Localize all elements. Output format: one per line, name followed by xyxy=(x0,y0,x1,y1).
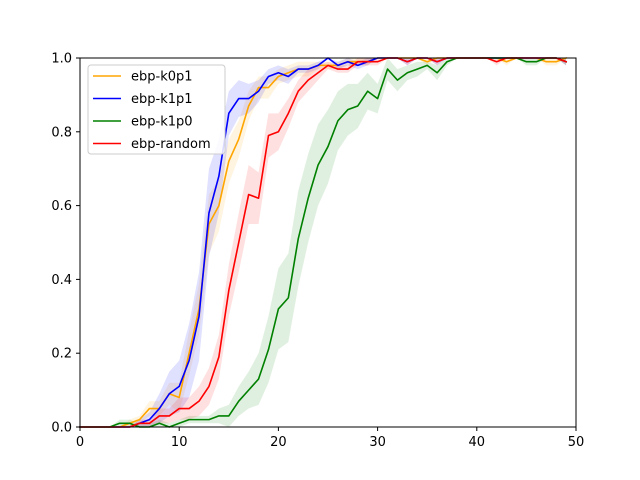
legend-label-ebp-k1p1: ebp-k1p1 xyxy=(131,92,193,107)
legend-box xyxy=(87,64,226,155)
x-tick-label: 10 xyxy=(171,435,188,450)
y-tick-label: 0.0 xyxy=(51,421,72,436)
x-tick-label: 20 xyxy=(270,435,287,450)
y-tick-label: 0.8 xyxy=(51,125,72,140)
y-tick-label: 0.2 xyxy=(51,347,72,362)
confidence-bands xyxy=(80,58,567,427)
y-tick-label: 0.6 xyxy=(51,199,72,214)
plot-frame xyxy=(79,57,577,428)
legend-label-ebp-k1p0: ebp-k1p0 xyxy=(131,115,193,130)
x-axis: 0 10 20 30 40 50 xyxy=(76,427,584,450)
y-tick-label: 0.4 xyxy=(51,273,72,288)
y-tick-label: 1.0 xyxy=(51,52,72,67)
legend-label-ebp-random: ebp-random xyxy=(131,137,211,152)
x-tick-label: 50 xyxy=(568,435,585,450)
band-ebp-k1p0 xyxy=(80,58,567,427)
y-axis: 0.0 0.2 0.4 0.6 0.8 1.0 xyxy=(51,52,80,436)
x-tick-label: 0 xyxy=(76,435,84,450)
legend: ebp-k0p1 ebp-k1p1 ebp-k1p0 ebp-random xyxy=(87,64,226,155)
x-tick-label: 30 xyxy=(369,435,386,450)
legend-label-ebp-k0p1: ebp-k0p1 xyxy=(131,70,193,85)
x-tick-label: 40 xyxy=(469,435,486,450)
